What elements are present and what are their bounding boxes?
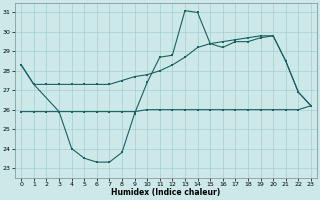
X-axis label: Humidex (Indice chaleur): Humidex (Indice chaleur) bbox=[111, 188, 221, 197]
